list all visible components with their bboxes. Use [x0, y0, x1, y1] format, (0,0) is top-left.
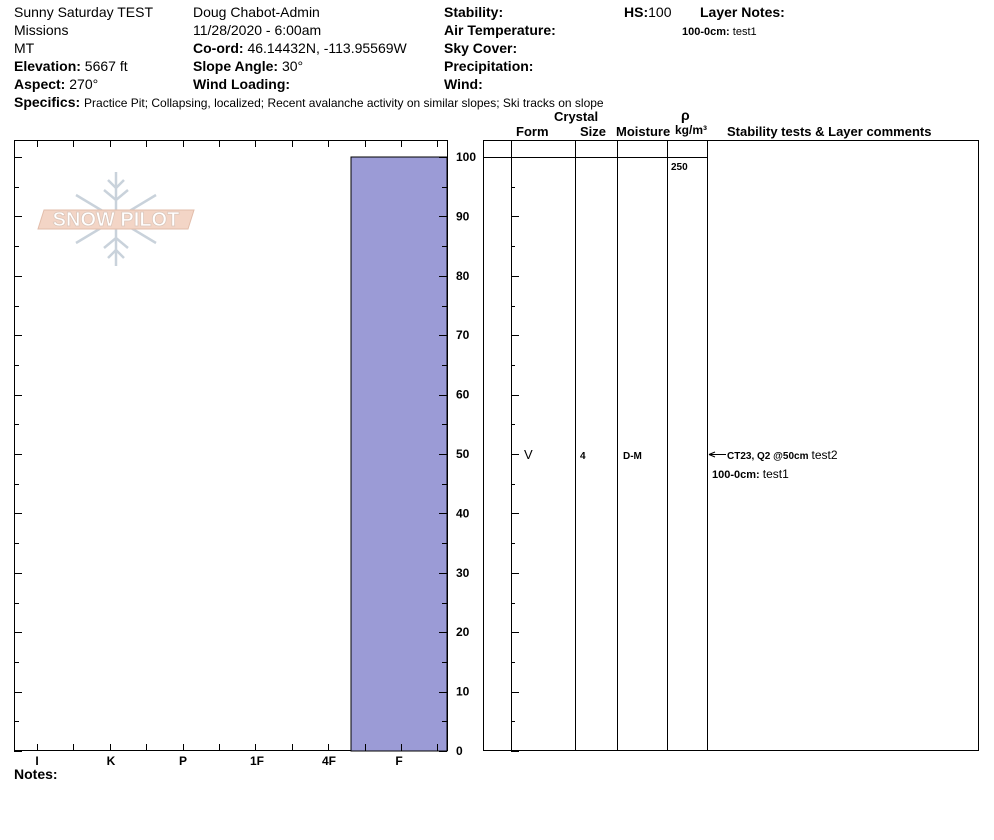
slope-value: 30° — [281, 58, 304, 74]
elevation-value: 5667 ft — [84, 58, 128, 74]
stability-test-result: CT23, Q2 @50cm test2 — [727, 447, 838, 465]
depth-tick-label: 80 — [456, 269, 470, 283]
depth-tick-label: 70 — [456, 328, 470, 342]
elevation: Elevation: 5667 ft — [14, 58, 128, 74]
hardness-label: K — [107, 754, 116, 768]
layer-comment-text: test1 — [762, 467, 789, 481]
hardness-label: F — [395, 754, 402, 768]
density-value: 250 — [671, 162, 688, 173]
size-header: Size — [580, 124, 607, 139]
stability-label: Stability: — [444, 4, 504, 20]
hardness-label: 4F — [322, 754, 336, 768]
datetime: 11/28/2020 - 6:00am — [193, 22, 322, 38]
moisture-value: D-M — [623, 451, 642, 462]
comments-header: Stability tests & Layer comments — [727, 124, 932, 139]
coordinates: Co-ord: 46.14432N, -113.95569W — [193, 40, 407, 56]
stability-test-arrow-head — [708, 451, 716, 458]
hardness-axis-labels: I K P 1F 4F F — [35, 754, 402, 768]
hardness-label: I — [35, 754, 38, 768]
hardness-label: P — [179, 754, 187, 768]
layer-table-ticks — [511, 157, 519, 752]
pit-name: Sunny Saturday TEST — [14, 4, 154, 20]
aspect-value: 270° — [69, 76, 99, 92]
depth-tick-label: 30 — [456, 566, 470, 580]
top-hardness-ticks — [37, 140, 438, 147]
rho-header: ρ — [681, 107, 690, 123]
specifics: Specifics: Practice Pit; Collapsing, loc… — [14, 94, 604, 111]
hs-value: 100 — [648, 4, 672, 20]
observer: Doug Chabot-Admin — [193, 4, 320, 20]
depth-tick-label: 60 — [456, 388, 470, 402]
depth-tick-label: 100 — [456, 150, 476, 164]
depth-tick-label: 50 — [456, 447, 470, 461]
coord-value: 46.14432N, -113.95569W — [247, 40, 407, 56]
layer-table-frame — [483, 140, 979, 751]
stability-test-comment: test2 — [811, 448, 838, 462]
layer-comment-range: 100-0cm: — [712, 469, 760, 481]
region: Missions — [14, 22, 69, 38]
layer-note-text: test1 — [732, 26, 757, 38]
specifics-value: Practice Pit; Collapsing, localized; Rec… — [84, 96, 604, 110]
stability-test-code: CT23, Q2 @50cm — [727, 451, 809, 462]
crystal-header: Crystal — [554, 109, 599, 124]
sky-cover-label: Sky Cover: — [444, 40, 518, 56]
left-depth-ticks — [14, 157, 22, 752]
layer-note: 100-0cm: test1 — [682, 24, 757, 40]
logo-banner — [37, 209, 195, 230]
coord-label: Co-ord: — [193, 40, 244, 56]
layer-comment: 100-0cm: test1 — [712, 466, 789, 483]
density-unit-header: kg/m³ — [675, 123, 708, 137]
depth-tick-label: 40 — [456, 506, 470, 520]
slope-label: Slope Angle: — [193, 58, 279, 74]
specifics-label: Specifics: — [14, 94, 81, 110]
hardness-label: 1F — [250, 754, 264, 768]
hs-label: HS: — [624, 4, 649, 20]
wind-label: Wind: — [444, 76, 483, 92]
aspect-label: Aspect: — [14, 76, 66, 92]
snowpilot-logo: SNOW PILOT — [37, 172, 195, 266]
air-temperature-label: Air Temperature: — [444, 22, 556, 38]
precipitation-label: Precipitation: — [444, 58, 534, 74]
layer-notes-label: Layer Notes: — [700, 4, 785, 20]
logo-text: SNOW PILOT — [53, 209, 180, 231]
layer-note-range: 100-0cm: — [682, 26, 730, 38]
aspect: Aspect: 270° — [14, 76, 98, 92]
moisture-header: Moisture — [616, 124, 671, 139]
depth-tick-label: 0 — [456, 744, 463, 758]
depth-tick-label: 90 — [456, 209, 470, 223]
state: MT — [14, 40, 35, 56]
hs: HS:100 — [624, 4, 671, 20]
hardness-layer-bar — [350, 156, 448, 752]
depth-tick-label: 20 — [456, 625, 470, 639]
wind-loading-label: Wind Loading: — [193, 76, 291, 92]
right-depth-ticks — [439, 157, 447, 752]
depth-tick-label: 10 — [456, 685, 470, 699]
elevation-label: Elevation: — [14, 58, 81, 74]
crystal-size-value: 4 — [580, 451, 586, 462]
notes-label: Notes: — [14, 766, 58, 782]
slope-angle: Slope Angle: 30° — [193, 58, 303, 74]
form-symbol: V — [524, 447, 533, 462]
form-header: Form — [516, 124, 549, 139]
bottom-hardness-ticks — [37, 744, 438, 751]
